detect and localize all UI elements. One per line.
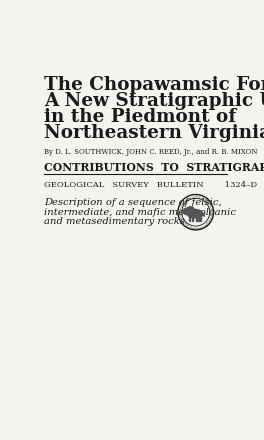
- Bar: [196, 216, 198, 221]
- Bar: [192, 216, 194, 221]
- Text: Description of a sequence of felsic,: Description of a sequence of felsic,: [44, 198, 221, 207]
- Text: and metasedimentary rocks: and metasedimentary rocks: [44, 217, 185, 226]
- Bar: [200, 216, 201, 221]
- Text: By D. L. SOUTHWICK, JOHN C. REED, Jr., and R. B. MIXON: By D. L. SOUTHWICK, JOHN C. REED, Jr., a…: [44, 148, 257, 156]
- Text: CONTRIBUTIONS  TO  STRATIGRAPHY: CONTRIBUTIONS TO STRATIGRAPHY: [44, 162, 264, 173]
- Ellipse shape: [183, 208, 190, 215]
- Text: A New Stratigraphic Unit: A New Stratigraphic Unit: [44, 92, 264, 110]
- Bar: [188, 216, 190, 221]
- Text: Northeastern Virginia: Northeastern Virginia: [44, 125, 264, 143]
- Text: The Chopawamsic Formation—: The Chopawamsic Formation—: [44, 76, 264, 94]
- Ellipse shape: [187, 209, 203, 218]
- Text: GEOLOGICAL   SURVEY   BULLETIN        1324–D: GEOLOGICAL SURVEY BULLETIN 1324–D: [44, 181, 257, 189]
- Text: intermediate, and mafic metavolcanic: intermediate, and mafic metavolcanic: [44, 208, 236, 216]
- Ellipse shape: [186, 207, 195, 214]
- Text: in the Piedmont of: in the Piedmont of: [44, 108, 236, 126]
